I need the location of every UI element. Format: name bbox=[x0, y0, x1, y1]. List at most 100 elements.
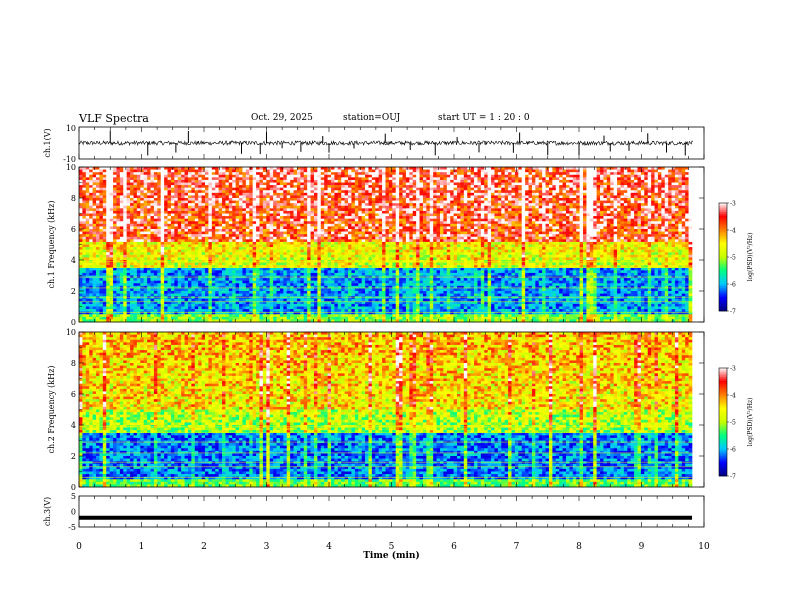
spectrogram-cell bbox=[85, 270, 90, 274]
spectrogram-cell bbox=[211, 265, 216, 269]
spectrogram-cell bbox=[201, 270, 206, 274]
spectrogram-cell bbox=[225, 172, 230, 176]
spectrogram-cell bbox=[99, 288, 104, 292]
spectrogram-cell bbox=[296, 288, 301, 292]
spectrogram-cell bbox=[324, 177, 328, 181]
spectrogram-cell bbox=[269, 262, 274, 266]
spectrogram-cell bbox=[245, 226, 250, 230]
spectrogram-cell bbox=[82, 239, 87, 243]
spectrogram-cell bbox=[249, 221, 253, 225]
spectrogram-cell bbox=[303, 169, 308, 173]
spectrogram-cell bbox=[170, 177, 175, 181]
spectrogram-cell bbox=[150, 241, 155, 245]
spectrogram-cell bbox=[140, 236, 145, 240]
spectrogram-cell bbox=[279, 216, 284, 219]
spectrogram-cell bbox=[225, 231, 230, 235]
spectrogram-cell bbox=[99, 192, 104, 196]
spectrogram-cell bbox=[290, 172, 294, 176]
spectrogram-cell bbox=[296, 174, 301, 178]
spectrogram-cell bbox=[276, 172, 281, 176]
spectrogram-cell bbox=[262, 311, 267, 315]
spectrogram-cell bbox=[167, 218, 172, 222]
spectrogram-cell bbox=[331, 288, 335, 292]
spectrogram-cell bbox=[187, 208, 192, 212]
spectrogram-cell bbox=[181, 205, 185, 209]
spectrogram-cell bbox=[194, 293, 199, 297]
spectrogram-cell bbox=[116, 249, 121, 253]
spectrogram-cell bbox=[92, 187, 97, 191]
spectrogram-cell bbox=[245, 291, 250, 294]
spectrogram-cell bbox=[147, 179, 151, 183]
spectrogram-cell bbox=[235, 179, 240, 183]
spectrogram-cell bbox=[249, 223, 253, 227]
spectrogram-cell bbox=[320, 172, 325, 176]
spectrogram-cell bbox=[228, 192, 233, 196]
spectrogram-cell bbox=[187, 252, 192, 256]
spectrogram-cell bbox=[290, 210, 294, 214]
spectrogram-cell bbox=[194, 205, 199, 209]
spectrogram-cell bbox=[218, 257, 223, 261]
spectrogram-cell bbox=[99, 293, 104, 297]
spectrogram-cell bbox=[92, 241, 97, 245]
spectrogram-cell bbox=[119, 249, 124, 253]
spectrogram-cell bbox=[300, 298, 305, 302]
spectrogram-cell bbox=[215, 241, 219, 245]
spectrogram-cell bbox=[313, 278, 318, 281]
spectrogram-cell bbox=[119, 182, 124, 186]
spectrogram-cell bbox=[167, 247, 172, 250]
spectrogram-cell bbox=[307, 288, 311, 292]
spectrogram-cell bbox=[300, 280, 305, 284]
spectrogram-cell bbox=[344, 169, 349, 173]
spectrogram-cell bbox=[348, 309, 352, 312]
spectrogram-cell bbox=[126, 241, 131, 245]
spectrogram-cell bbox=[109, 231, 114, 235]
spectrogram-cell bbox=[262, 252, 267, 256]
spectrogram-cell bbox=[235, 311, 240, 315]
spectrogram-cell bbox=[222, 229, 226, 232]
spectrogram-cell bbox=[273, 311, 277, 315]
spectrogram-cell bbox=[123, 174, 127, 178]
spectrogram-cell bbox=[167, 265, 172, 269]
spectrogram-cell bbox=[222, 314, 226, 318]
spectrogram-cell bbox=[106, 296, 110, 300]
spectrogram-cell bbox=[184, 306, 189, 310]
spectrogram-cell bbox=[170, 249, 175, 253]
spectrogram-cell bbox=[286, 210, 291, 214]
spectrogram-cell bbox=[249, 296, 253, 300]
spectrogram-cell bbox=[334, 301, 339, 305]
spectrogram-cell bbox=[82, 185, 87, 188]
spectrogram-cell bbox=[293, 200, 298, 204]
spectrogram-cell bbox=[187, 179, 192, 183]
spectrogram-cell bbox=[164, 200, 168, 204]
spectrogram-cell bbox=[106, 236, 110, 240]
spectrogram-cell bbox=[245, 167, 250, 170]
spectrogram-cell bbox=[143, 278, 148, 281]
spectrogram-cell bbox=[153, 192, 158, 196]
spectrogram-cell bbox=[150, 285, 155, 289]
spectrogram-cell bbox=[143, 236, 148, 240]
spectrogram-cell bbox=[279, 190, 284, 194]
spectrogram-cell bbox=[211, 177, 216, 181]
spectrogram-cell bbox=[187, 205, 192, 209]
spectrogram-cell bbox=[130, 174, 134, 178]
spectrogram-cell bbox=[348, 267, 352, 271]
spectrogram-cell bbox=[307, 296, 311, 300]
spectrogram-cell bbox=[130, 167, 134, 170]
spectrogram-cell bbox=[82, 314, 87, 318]
spectrogram-cell bbox=[351, 229, 356, 232]
spectrogram-cell bbox=[313, 167, 318, 170]
spectrogram-cell bbox=[296, 205, 301, 209]
spectrogram-cell bbox=[184, 285, 189, 289]
spectrogram-cell bbox=[79, 172, 83, 176]
spectrogram-cell bbox=[119, 190, 124, 194]
spectrogram-cell bbox=[160, 316, 165, 320]
spectrogram-cell bbox=[126, 293, 131, 297]
spectrogram-cell bbox=[211, 247, 216, 250]
spectrogram-cell bbox=[354, 174, 359, 178]
spectrogram-cell bbox=[232, 293, 236, 297]
spectrogram-cell bbox=[300, 265, 305, 269]
spectrogram-cell bbox=[262, 182, 267, 186]
spectrogram-cell bbox=[181, 247, 185, 250]
spectrogram-cell bbox=[205, 241, 209, 245]
spectrogram-cell bbox=[290, 218, 294, 222]
